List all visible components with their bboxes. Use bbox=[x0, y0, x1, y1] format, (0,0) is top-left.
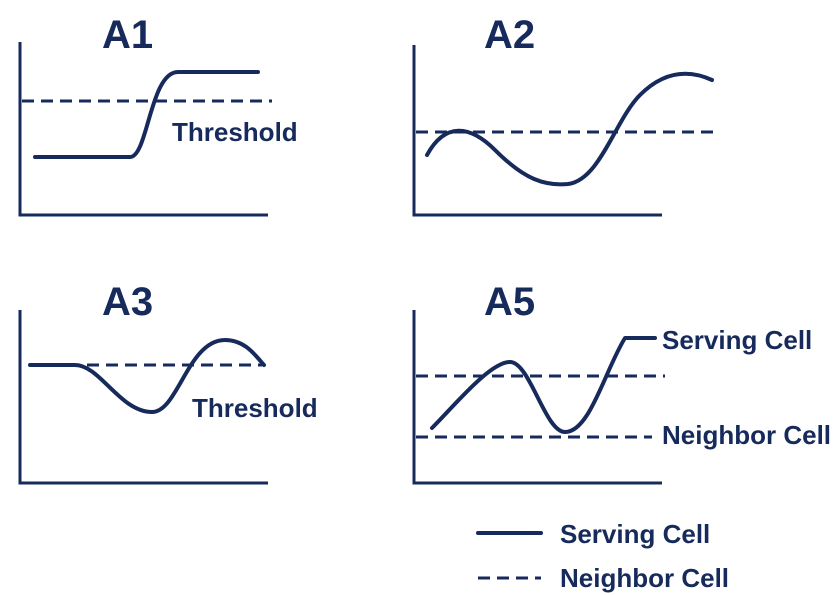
panel-a2-serving-curve bbox=[425, 71, 714, 187]
panel-a2-title: A2 bbox=[484, 13, 535, 57]
panel-a1-title: A1 bbox=[102, 13, 153, 57]
panel-a5-axes bbox=[412, 310, 662, 485]
panel-a1-threshold-label: Threshold bbox=[172, 117, 298, 147]
panel-a3-axes bbox=[18, 310, 268, 485]
panel-a3-threshold-label: Threshold bbox=[192, 393, 318, 423]
panel-a5-serving-curve bbox=[430, 336, 657, 434]
panel-a1-axes bbox=[18, 42, 268, 217]
legend-serving-cell-label: Serving Cell bbox=[560, 519, 710, 549]
panel-a2-axes bbox=[412, 45, 662, 217]
panel-a5-neighbor-cell-label: Neighbor Cell bbox=[662, 420, 831, 450]
panel-a3-serving-curve bbox=[28, 338, 266, 414]
panel-a5-serving-cell-label: Serving Cell bbox=[662, 325, 812, 355]
panel-a2: A2 bbox=[412, 13, 718, 217]
panel-a3: A3 Threshold bbox=[18, 280, 318, 485]
legend: Serving Cell Neighbor Cell bbox=[476, 519, 729, 593]
panel-a1-serving-curve bbox=[33, 70, 260, 159]
legend-neighbor-cell-label: Neighbor Cell bbox=[560, 563, 729, 593]
panel-a5: A5 Serving Cell Neighbor Cell bbox=[412, 280, 831, 485]
panel-a1: A1 Threshold bbox=[18, 13, 298, 217]
panel-a5-title: A5 bbox=[484, 280, 535, 324]
panel-a3-title: A3 bbox=[102, 280, 153, 324]
